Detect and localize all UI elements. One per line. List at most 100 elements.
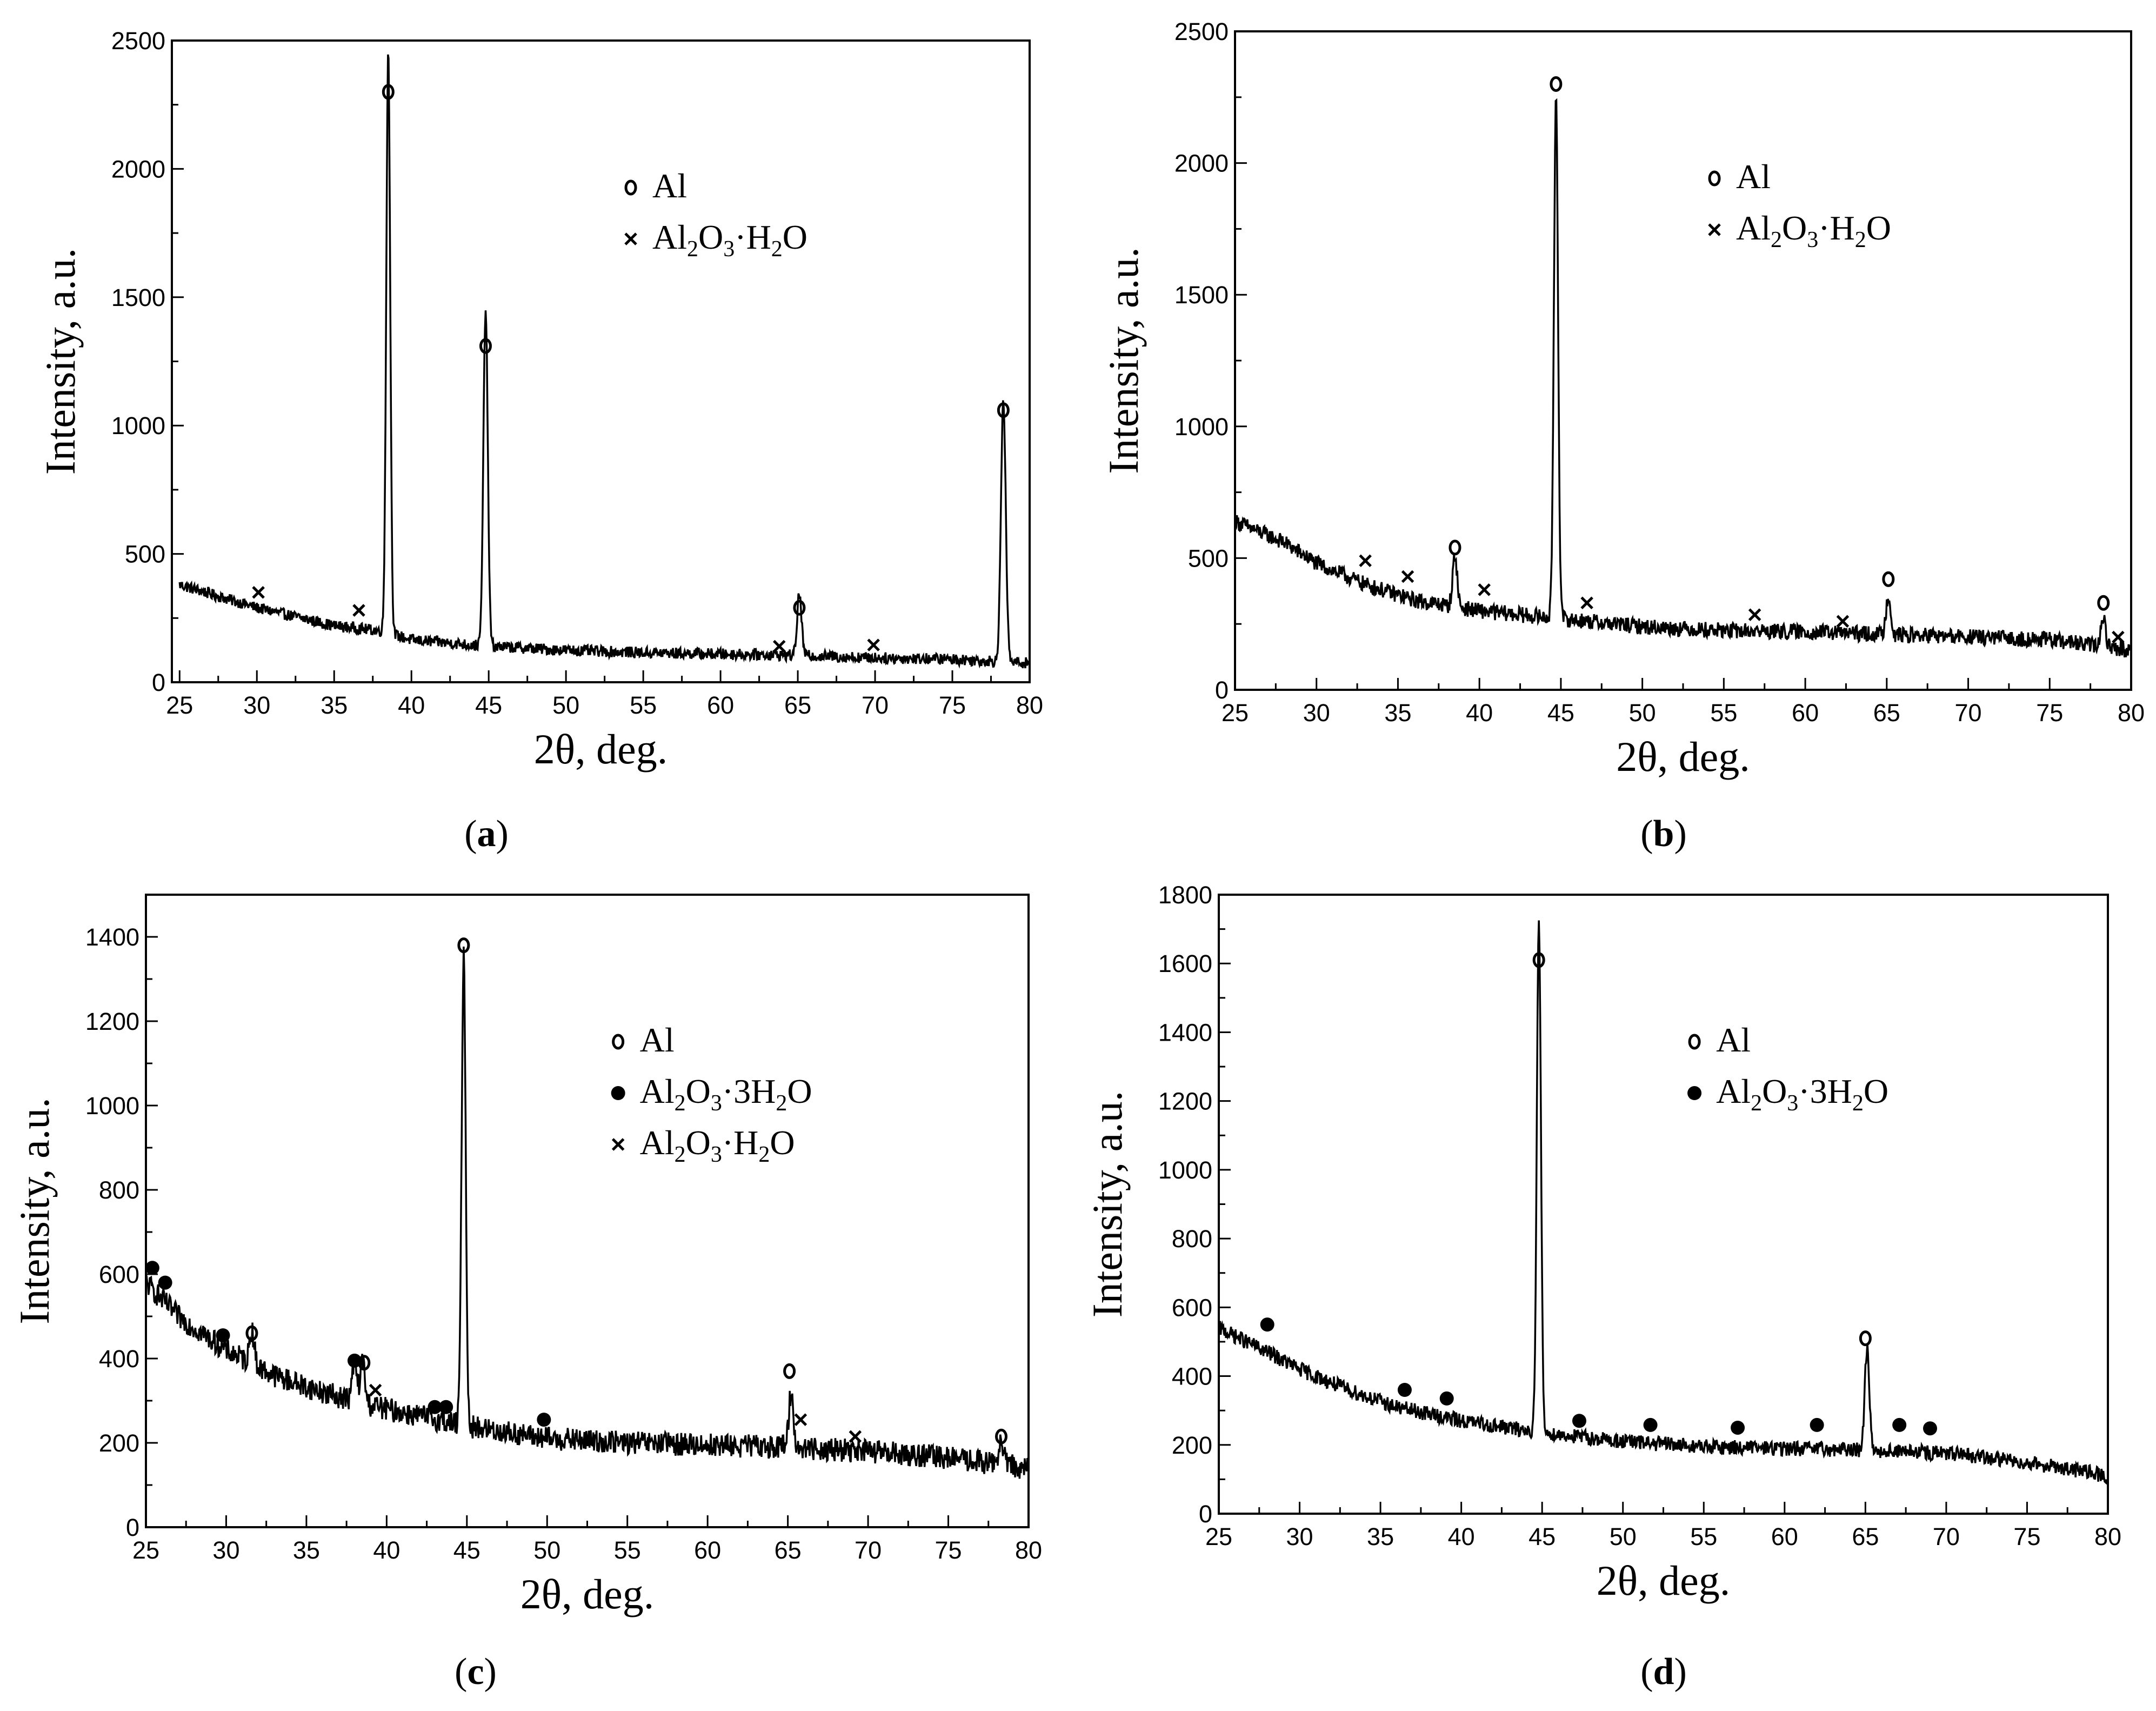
y-tick-label-a-500: 500 bbox=[125, 541, 165, 568]
plot-frame-a bbox=[171, 39, 1031, 683]
marker-a-6-al2o3-h2o bbox=[773, 640, 786, 653]
y-tick-label-b-1500: 1500 bbox=[1174, 281, 1229, 309]
x-axis-title-c: 2θ, deg. bbox=[520, 1570, 654, 1617]
x-tick-label-d-60: 60 bbox=[1771, 1523, 1798, 1550]
y-tick-label-d-1400: 1400 bbox=[1158, 1018, 1212, 1046]
x-axis-title-a: 2θ, deg. bbox=[534, 725, 668, 773]
xrd-pattern-line-a bbox=[178, 54, 1030, 669]
y-tick-label-b-0: 0 bbox=[1215, 676, 1229, 704]
panel-a: 25 30 35 40 45 50 55 60 65 70 75 80 0 500 1000 1500 2000… bbox=[37, 27, 1043, 855]
y-axis-title-a: Intensity, a.u. bbox=[37, 248, 84, 475]
legend-label-b-0: Al bbox=[1736, 157, 1771, 196]
x-tick-label-b-50: 50 bbox=[1629, 699, 1656, 727]
marker-b-6-al2o3-h2o bbox=[1478, 583, 1491, 596]
marker-b-0-al bbox=[1550, 76, 1563, 92]
y-tick-label-d-1800: 1800 bbox=[1158, 881, 1212, 909]
x-tick-label-c-55: 55 bbox=[614, 1536, 641, 1564]
x-tick-label-c-70: 70 bbox=[855, 1536, 882, 1564]
x-tick-label-d-75: 75 bbox=[2013, 1523, 2040, 1550]
panel-caption-b: (b) bbox=[1640, 813, 1687, 855]
legend-label-c-0: Al bbox=[640, 1021, 675, 1059]
marker-c-6-al2o3-3h2o bbox=[158, 1275, 172, 1290]
x-tick-label-d-55: 55 bbox=[1690, 1523, 1717, 1550]
y-tick-label-d-800: 800 bbox=[1172, 1225, 1212, 1253]
legend-symbol-d-0 bbox=[1688, 1034, 1701, 1050]
legend-c: Al Al2O3·3H2O Al2O3·H2O bbox=[611, 1021, 812, 1167]
marker-d-5-al2o3-3h2o bbox=[1572, 1414, 1586, 1428]
y-tick-label-c-0: 0 bbox=[126, 1514, 139, 1541]
y-tick-label-c-800: 800 bbox=[99, 1176, 139, 1204]
marker-d-6-al2o3-3h2o bbox=[1643, 1417, 1658, 1432]
marker-d-9-al2o3-3h2o bbox=[1892, 1417, 1907, 1432]
marker-c-12-al2o3-h2o bbox=[369, 1383, 382, 1397]
legend-d: Al Al2O3·3H2O bbox=[1687, 1021, 1888, 1116]
y-tick-label-d-1200: 1200 bbox=[1158, 1088, 1212, 1115]
marker-c-1-al bbox=[245, 1325, 258, 1341]
x-tick-label-c-65: 65 bbox=[775, 1536, 802, 1564]
xrd-pattern-line-c bbox=[145, 946, 1029, 1479]
x-tick-label-c-80: 80 bbox=[1015, 1536, 1042, 1564]
legend-label-a-0: Al bbox=[652, 167, 687, 205]
y-tick-label-d-200: 200 bbox=[1172, 1432, 1212, 1459]
marker-c-0-al bbox=[457, 937, 470, 954]
legend-b: Al Al2O3·H2O bbox=[1708, 157, 1891, 252]
x-tick-label-a-25: 25 bbox=[166, 691, 193, 719]
plot-frame-b bbox=[1234, 30, 2132, 691]
marker-c-3-al bbox=[783, 1363, 796, 1379]
x-tick-label-b-30: 30 bbox=[1303, 699, 1330, 727]
x-tick-label-b-65: 65 bbox=[1873, 699, 1900, 727]
legend-symbol-c-2 bbox=[611, 1138, 625, 1151]
xrd-pattern-line-d bbox=[1218, 920, 2108, 1485]
legend-a: Al Al2O3·H2O bbox=[624, 167, 807, 262]
y-tick-label-a-1500: 1500 bbox=[111, 284, 165, 311]
y-axis-title-d: Intensity, a.u. bbox=[1084, 1091, 1131, 1318]
marker-a-5-al2o3-h2o bbox=[352, 604, 365, 617]
x-tick-label-a-55: 55 bbox=[630, 691, 657, 719]
marker-c-5-al2o3-3h2o bbox=[145, 1261, 159, 1275]
x-tick-label-a-65: 65 bbox=[784, 691, 811, 719]
x-tick-label-a-30: 30 bbox=[243, 691, 270, 719]
x-tick-label-d-45: 45 bbox=[1528, 1523, 1556, 1550]
x-tick-label-b-70: 70 bbox=[1955, 699, 1982, 727]
plot-frame-d bbox=[1218, 894, 2109, 1515]
legend-symbol-c-1 bbox=[611, 1086, 625, 1100]
x-tick-label-c-50: 50 bbox=[533, 1536, 560, 1564]
y-tick-label-d-400: 400 bbox=[1172, 1363, 1212, 1390]
y-tick-label-b-2500: 2500 bbox=[1174, 18, 1229, 45]
legend-label-c-2: Al2O3·H2O bbox=[640, 1123, 795, 1167]
x-tick-label-a-45: 45 bbox=[475, 691, 502, 719]
y-tick-label-a-2500: 2500 bbox=[111, 27, 165, 55]
legend-symbol-d-1 bbox=[1687, 1086, 1702, 1100]
x-tick-label-a-35: 35 bbox=[321, 691, 348, 719]
legend-symbol-a-1 bbox=[624, 232, 637, 245]
xrd-pattern-line-b bbox=[1234, 98, 2132, 658]
marker-b-3-al bbox=[2097, 595, 2110, 611]
marker-b-8-al2o3-h2o bbox=[1748, 608, 1761, 621]
y-tick-label-c-1200: 1200 bbox=[85, 1008, 139, 1035]
x-tick-label-d-50: 50 bbox=[1610, 1523, 1637, 1550]
y-tick-label-c-1000: 1000 bbox=[85, 1092, 139, 1120]
y-tick-label-c-1400: 1400 bbox=[85, 923, 139, 951]
x-tick-label-a-75: 75 bbox=[939, 691, 966, 719]
marker-b-5-al2o3-h2o bbox=[1401, 570, 1414, 583]
x-tick-label-c-25: 25 bbox=[132, 1536, 159, 1564]
marker-b-10-al2o3-h2o bbox=[2112, 630, 2125, 644]
legend-symbol-a-0 bbox=[624, 179, 637, 196]
x-axis-title-d: 2θ, deg. bbox=[1597, 1557, 1730, 1604]
x-tick-label-a-60: 60 bbox=[707, 691, 734, 719]
legend-symbol-c-0 bbox=[612, 1034, 625, 1050]
marker-a-4-al2o3-h2o bbox=[252, 586, 265, 599]
x-tick-label-a-40: 40 bbox=[398, 691, 425, 719]
x-tick-label-d-65: 65 bbox=[1852, 1523, 1879, 1550]
marker-d-2-al2o3-3h2o bbox=[1260, 1317, 1274, 1332]
x-tick-label-b-75: 75 bbox=[2036, 699, 2063, 727]
panel-d: 25 30 35 40 45 50 55 60 65 70 75 800200400600800100… bbox=[1084, 881, 2121, 1693]
x-tick-label-b-35: 35 bbox=[1384, 699, 1411, 727]
marker-a-7-al2o3-h2o bbox=[867, 638, 880, 651]
x-tick-label-c-60: 60 bbox=[694, 1536, 721, 1564]
y-tick-label-c-400: 400 bbox=[99, 1345, 139, 1373]
panel-caption-a: (a) bbox=[464, 813, 509, 855]
y-tick-label-a-0: 0 bbox=[152, 669, 165, 696]
marker-b-4-al2o3-h2o bbox=[1359, 554, 1372, 568]
